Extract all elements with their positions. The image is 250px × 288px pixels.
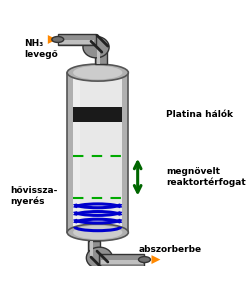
- Bar: [95, 49, 107, 64]
- Ellipse shape: [83, 36, 109, 58]
- Bar: [60, 40, 94, 44]
- Ellipse shape: [138, 257, 150, 263]
- Text: abszorberbe: abszorberbe: [138, 245, 202, 254]
- Ellipse shape: [67, 64, 128, 81]
- Bar: [100, 254, 144, 266]
- Ellipse shape: [73, 66, 122, 79]
- Bar: [73, 73, 80, 232]
- Bar: [58, 33, 96, 46]
- Text: hővissza-
nyerés: hővissza- nyerés: [10, 186, 58, 206]
- Bar: [101, 260, 143, 264]
- Ellipse shape: [67, 224, 128, 241]
- Ellipse shape: [52, 37, 64, 42]
- Ellipse shape: [86, 247, 113, 269]
- Text: megnövelt
reaktortérfogat: megnövelt reaktortérfogat: [166, 167, 246, 187]
- Bar: [73, 73, 122, 232]
- Ellipse shape: [73, 226, 122, 239]
- Bar: [67, 73, 128, 232]
- Text: Platina hálók: Platina hálók: [166, 110, 233, 119]
- Text: NH₃
levegő: NH₃ levegő: [24, 39, 58, 58]
- Bar: [90, 241, 94, 256]
- Bar: [73, 107, 122, 122]
- Bar: [88, 241, 100, 256]
- Bar: [97, 49, 100, 64]
